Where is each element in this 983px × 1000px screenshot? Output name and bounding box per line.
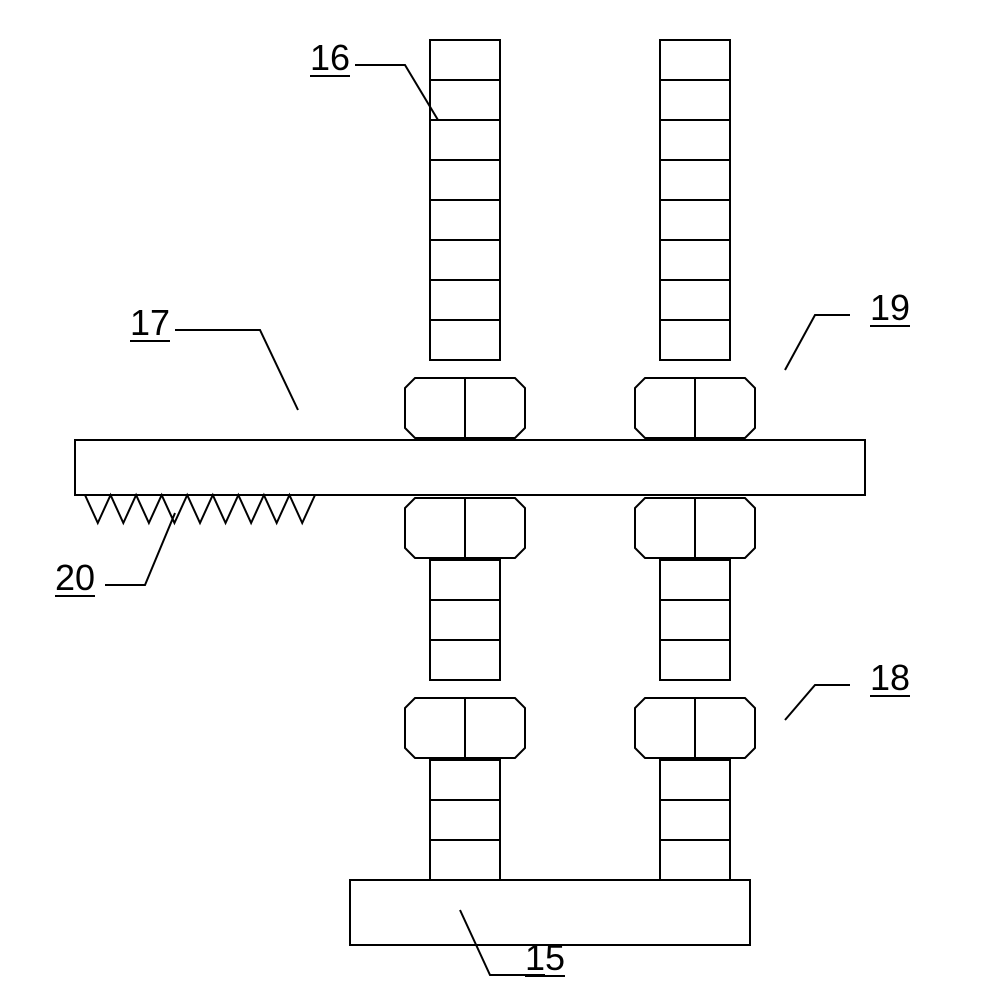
- leader-col_left_top: [355, 65, 438, 120]
- threaded-column-left-mid: [430, 560, 500, 680]
- label-col_left_top: 16: [310, 37, 350, 78]
- leader-plate_top: [175, 330, 298, 410]
- label-nut_upper: 19: [870, 287, 910, 328]
- base: [350, 880, 750, 945]
- plate: [75, 440, 865, 495]
- teeth: [85, 495, 315, 523]
- leader-nut_upper: [785, 315, 850, 370]
- leader-teeth: [105, 513, 175, 585]
- label-base: 15: [525, 937, 565, 978]
- label-teeth: 20: [55, 557, 95, 598]
- threaded-column-right-low: [660, 760, 730, 880]
- threaded-column-left-low: [430, 760, 500, 880]
- leader-nut_lower: [785, 685, 850, 720]
- threaded-column-right-mid: [660, 560, 730, 680]
- label-nut_lower: 18: [870, 657, 910, 698]
- label-plate_top: 17: [130, 302, 170, 343]
